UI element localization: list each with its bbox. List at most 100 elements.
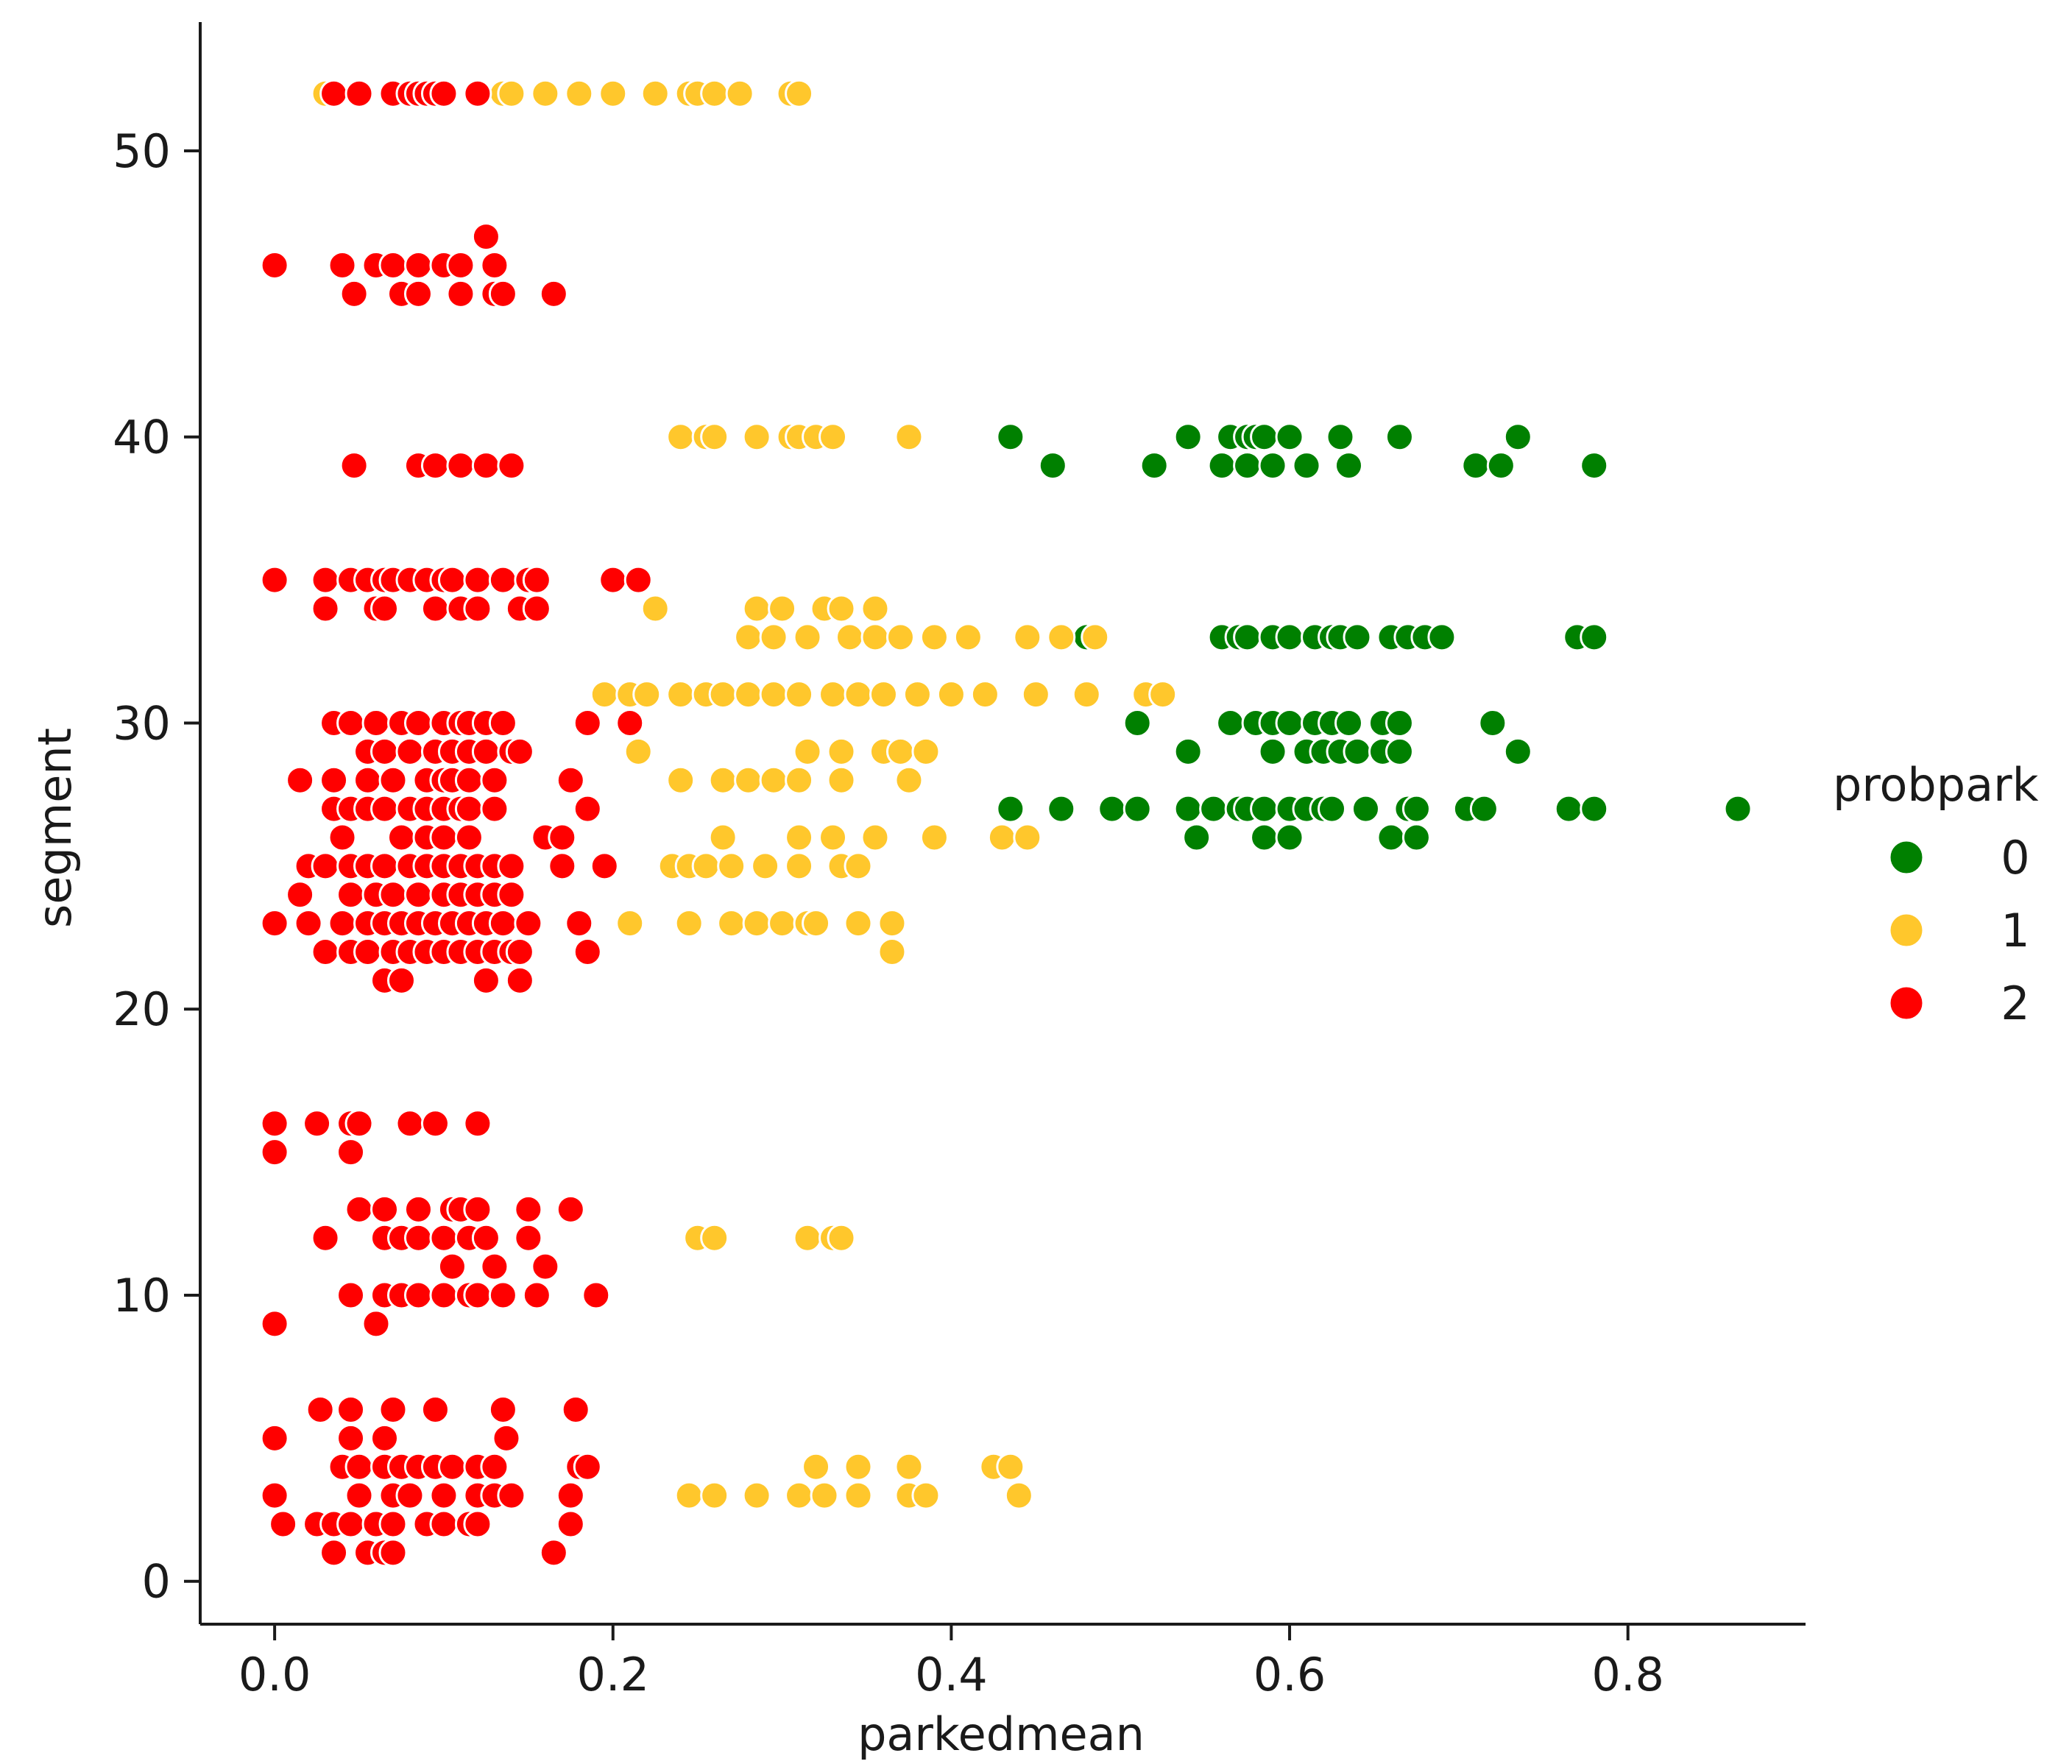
data-point-series-1: [818, 422, 848, 452]
data-point-series-0: [1326, 422, 1355, 452]
x-axis-title: parkedmean: [858, 1707, 1145, 1761]
data-point-series-1: [531, 79, 560, 108]
data-point-series-1: [666, 680, 696, 709]
data-point-series-2: [336, 1423, 366, 1453]
data-point-series-0: [1486, 451, 1516, 481]
data-point-series-2: [420, 594, 450, 623]
data-point-series-2: [260, 565, 289, 595]
data-point-series-1: [1013, 623, 1042, 652]
data-point-series-1: [869, 680, 898, 709]
data-point-series-2: [269, 1509, 298, 1539]
data-point-series-1: [759, 765, 788, 795]
data-point-series-1: [818, 680, 848, 709]
x-tick-label: 0.0: [238, 1648, 311, 1701]
data-point-series-1: [734, 765, 763, 795]
data-point-series-2: [344, 1194, 374, 1224]
data-point-series-1: [725, 79, 754, 108]
data-point-series-2: [403, 1194, 433, 1224]
data-point-series-0: [1351, 794, 1380, 823]
data-point-series-2: [463, 79, 492, 108]
data-point-series-1: [860, 623, 890, 652]
legend-entries: 0 1 2: [1888, 831, 2030, 1030]
data-point-series-2: [548, 823, 577, 852]
data-point-series-0: [1258, 737, 1287, 766]
data-point-series-2: [260, 1309, 289, 1339]
data-point-series-1: [894, 765, 924, 795]
data-point-series-2: [420, 1395, 450, 1424]
data-point-series-2: [328, 909, 357, 938]
data-point-series-2: [463, 1194, 492, 1224]
data-point-series-2: [531, 1252, 560, 1281]
x-tick-label: 0.2: [576, 1648, 649, 1701]
data-point-series-1: [844, 1481, 873, 1510]
data-point-series-1: [717, 909, 746, 938]
data-point-series-2: [303, 1109, 332, 1138]
data-point-series-0: [1173, 794, 1203, 823]
data-point-series-0: [1216, 708, 1245, 737]
data-point-series-2: [590, 851, 619, 881]
data-point-series-1: [827, 594, 856, 623]
data-point-series-1: [987, 823, 1016, 852]
data-point-series-1: [565, 79, 594, 108]
data-point-series-0: [1122, 708, 1152, 737]
data-point-series-2: [336, 708, 366, 737]
data-point-series-1: [751, 851, 780, 881]
data-point-series-2: [488, 708, 517, 737]
data-point-series-0: [1461, 451, 1491, 481]
y-axis-title: segment: [28, 728, 82, 928]
data-point-series-1: [785, 823, 814, 852]
data-point-series-2: [463, 1109, 492, 1138]
data-point-series-2: [471, 737, 501, 766]
data-point-series-2: [488, 565, 517, 595]
data-point-series-1: [708, 823, 738, 852]
data-point-series-2: [522, 565, 551, 595]
data-point-series-1: [708, 765, 738, 795]
data-point-series-2: [319, 1538, 349, 1568]
data-point-series-2: [454, 823, 484, 852]
data-point-series-2: [471, 451, 501, 481]
data-point-series-1: [844, 851, 873, 881]
data-point-series-0: [1258, 451, 1287, 481]
data-point-series-2: [420, 451, 450, 481]
data-point-series-1: [785, 680, 814, 709]
data-point-series-1: [877, 937, 907, 966]
data-point-series-1: [953, 623, 983, 652]
data-point-series-1: [590, 680, 619, 709]
data-point-series-2: [556, 765, 585, 795]
data-point-series-0: [1334, 451, 1363, 481]
data-point-series-2: [260, 250, 289, 280]
data-point-series-2: [492, 1423, 521, 1453]
data-point-series-1: [734, 680, 763, 709]
data-point-series-1: [1148, 680, 1178, 709]
data-point-series-2: [395, 1109, 425, 1138]
data-point-series-2: [319, 765, 349, 795]
data-point-series-0: [1233, 623, 1262, 652]
data-point-series-1: [700, 422, 729, 452]
data-point-series-1: [598, 79, 628, 108]
data-point-series-2: [565, 909, 594, 938]
data-point-series-2: [488, 1281, 517, 1310]
data-point-series-2: [437, 1452, 467, 1481]
data-point-series-1: [970, 680, 1000, 709]
data-point-series-2: [522, 1281, 551, 1310]
data-point-series-2: [361, 1309, 391, 1339]
data-point-series-2: [403, 1223, 433, 1253]
data-point-series-1: [911, 737, 941, 766]
data-point-series-2: [370, 794, 400, 823]
data-point-series-0: [1182, 823, 1212, 852]
data-point-series-2: [488, 279, 517, 308]
data-point-series-2: [378, 250, 408, 280]
data-point-series-2: [328, 823, 357, 852]
data-point-series-1: [768, 594, 797, 623]
data-point-series-1: [640, 79, 670, 108]
data-point-series-1: [844, 1452, 873, 1481]
data-point-series-1: [793, 1223, 822, 1253]
data-point-series-2: [311, 851, 340, 881]
data-point-series-2: [488, 909, 517, 938]
data-point-series-2: [480, 765, 509, 795]
data-point-series-2: [311, 565, 340, 595]
data-point-series-0: [1199, 794, 1228, 823]
data-point-series-0: [1723, 794, 1753, 823]
legend-label-1: 1: [2001, 904, 2029, 957]
data-point-series-1: [742, 594, 771, 623]
